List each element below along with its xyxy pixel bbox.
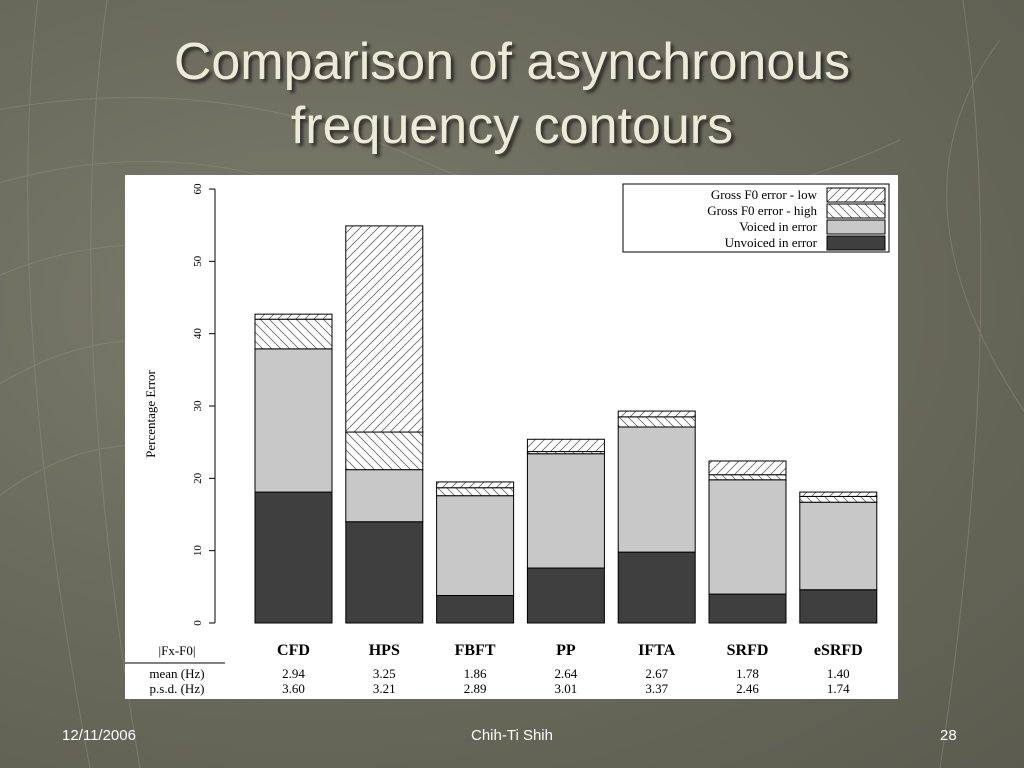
bar-cfd-unvoiced-in-error: [254, 491, 333, 624]
footer-page-number: 28: [940, 727, 957, 744]
legend-swatch-2: [826, 219, 886, 235]
stacked-bar-chart: 0 10 20 30 40 50 60 Percentage Error Gross F0 er…: [125, 183, 890, 696]
footer-author: Chih-Ti Shih: [471, 727, 553, 744]
y-tick-label-5: 50: [192, 255, 204, 267]
bar-fbft-unvoiced-in-error: [436, 595, 515, 624]
slide-title: Comparison of asynchronous frequency con…: [0, 30, 1024, 158]
bar-ifta-voiced-in-error: [617, 426, 696, 553]
table-cell-0-srfd: 1.78: [736, 666, 759, 681]
category-label-pp: PP: [556, 642, 576, 659]
bar-fbft-voiced-in-error: [436, 495, 515, 597]
table-cell-1-esrfd: 1.74: [827, 681, 850, 696]
legend-label-0: Gross F0 error - low: [711, 187, 818, 202]
legend-swatch-3: [826, 235, 886, 251]
y-tick-label-4: 40: [192, 328, 204, 340]
table-cell-0-ifta: 2.67: [645, 666, 668, 681]
slide-title-line-2: frequency contours: [290, 97, 734, 155]
legend-label-1: Gross F0 error - high: [707, 203, 817, 218]
legend-label-3: Unvoiced in error: [725, 235, 818, 250]
table-cell-0-esrfd: 1.40: [827, 666, 850, 681]
table-row-label-0: mean (Hz): [149, 666, 204, 681]
table-cell-1-pp: 3.01: [555, 681, 578, 696]
bar-hps-voiced-in-error: [345, 469, 424, 523]
category-label-srfd: SRFD: [727, 642, 769, 659]
bar-esrfd-unvoiced-in-error: [799, 589, 878, 624]
bar-esrfd-gross-f0-error-low: [799, 491, 878, 497]
chart-panel: 0 10 20 30 40 50 60 Percentage Error Gross F0 er…: [125, 175, 898, 699]
bar-ifta-unvoiced-in-error: [617, 551, 696, 624]
bar-cfd-gross-f0-error-low: [254, 313, 333, 320]
table-cell-1-srfd: 2.46: [736, 681, 759, 696]
y-tick-label-3: 30: [192, 400, 204, 412]
bar-hps-unvoiced-in-error: [345, 521, 424, 624]
bar-fbft-gross-f0-error-high: [436, 487, 515, 497]
category-label-cfd: CFD: [277, 642, 310, 659]
bar-srfd-unvoiced-in-error: [708, 593, 787, 624]
bar-esrfd-voiced-in-error: [799, 501, 878, 591]
category-label-ifta: IFTA: [638, 642, 675, 659]
bar-fbft-gross-f0-error-low: [436, 481, 515, 489]
bar-hps-gross-f0-error-high: [345, 431, 424, 471]
category-label-hps: HPS: [369, 642, 400, 659]
table-header-label: |Fx-F0|: [159, 643, 196, 658]
bar-ifta-gross-f0-error-low: [617, 410, 696, 418]
category-label-esrfd: eSRFD: [814, 642, 863, 659]
bar-cfd-gross-f0-error-high: [254, 318, 333, 350]
bar-cfd-voiced-in-error: [254, 348, 333, 493]
y-tick-label-2: 20: [192, 472, 204, 484]
table-cell-1-fbft: 2.89: [464, 681, 487, 696]
legend-label-2: Voiced in error: [739, 219, 817, 234]
y-tick-label-6: 60: [192, 183, 204, 195]
category-label-fbft: FBFT: [455, 642, 496, 659]
table-cell-1-cfd: 3.60: [282, 681, 305, 696]
footer-date: 12/11/2006: [62, 727, 136, 744]
bar-pp-voiced-in-error: [526, 453, 605, 569]
bar-hps-gross-f0-error-low: [345, 225, 424, 433]
y-tick-label-1: 10: [192, 545, 204, 557]
bar-pp-unvoiced-in-error: [526, 567, 605, 624]
bar-pp-gross-f0-error-low: [526, 438, 605, 453]
table-cell-1-ifta: 3.37: [645, 681, 668, 696]
bar-ifta-gross-f0-error-high: [617, 416, 696, 428]
table-cell-0-pp: 2.64: [555, 666, 578, 681]
legend-swatch-1: [826, 203, 886, 219]
bar-srfd-gross-f0-error-low: [708, 460, 787, 476]
table-cell-1-hps: 3.21: [373, 681, 396, 696]
table-row-label-1: p.s.d. (Hz): [150, 681, 205, 696]
legend-swatch-0: [826, 187, 886, 203]
table-cell-0-hps: 3.25: [373, 666, 396, 681]
bar-esrfd-gross-f0-error-high: [799, 495, 878, 503]
bar-srfd-voiced-in-error: [708, 479, 787, 595]
y-axis-title: Percentage Error: [143, 369, 158, 457]
table-cell-0-cfd: 2.94: [282, 666, 305, 681]
table-cell-0-fbft: 1.86: [464, 666, 487, 681]
bar-srfd-gross-f0-error-high: [708, 474, 787, 481]
y-tick-label-0: 0: [192, 620, 204, 626]
slide-title-line-1: Comparison of asynchronous: [173, 33, 851, 91]
